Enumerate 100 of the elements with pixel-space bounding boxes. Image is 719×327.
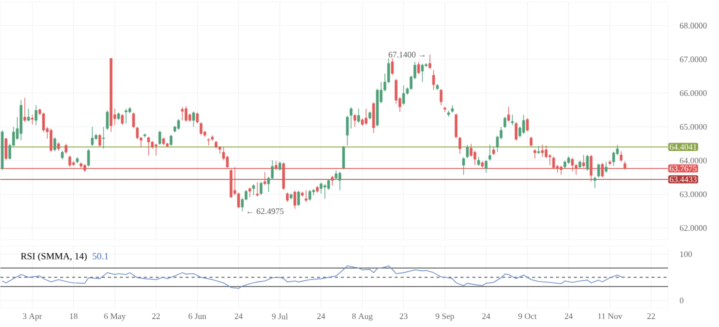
x-tick-label: 24 — [564, 313, 573, 320]
candlestick — [522, 114, 525, 134]
candlestick — [237, 192, 240, 209]
x-tick-label: 3 Apr — [22, 313, 42, 321]
candlestick — [526, 118, 529, 132]
candlestick — [263, 172, 266, 186]
ref-line-label: 64.4041 — [670, 144, 696, 150]
text: 50.1 — [92, 253, 108, 260]
candlestick — [417, 61, 420, 75]
text: RSI (SMMA, 14) — [20, 252, 87, 262]
candlestick — [428, 54, 432, 70]
candlestick — [458, 136, 462, 154]
candlestick — [297, 190, 300, 207]
candlestick — [353, 114, 356, 128]
candlestick — [180, 106, 184, 121]
candlestick — [338, 171, 342, 191]
candlestick — [147, 136, 150, 156]
x-tick-label: 24 — [482, 313, 490, 320]
candlestick — [53, 137, 56, 152]
candlestick — [260, 182, 262, 196]
candlestick — [50, 128, 52, 153]
candlestick — [192, 111, 195, 128]
candlestick — [42, 112, 45, 132]
y-tick-label: 65.0000 — [680, 124, 707, 130]
candlestick — [364, 108, 368, 126]
y-tick-label: 66.0000 — [680, 90, 707, 96]
candlestick — [102, 126, 105, 150]
candlestick — [120, 114, 124, 126]
candlestick — [544, 145, 548, 159]
candlestick — [391, 58, 394, 76]
candlestick — [248, 187, 252, 198]
candlestick — [323, 184, 326, 200]
candlestick — [252, 184, 255, 196]
candlestick — [470, 143, 472, 158]
candlestick — [541, 144, 544, 158]
x-tick-label: 9 Jul — [272, 313, 288, 320]
candlestick — [170, 134, 172, 146]
candlestick — [620, 150, 622, 162]
candlestick — [484, 160, 488, 174]
candlestick — [286, 192, 289, 203]
candlestick — [342, 145, 345, 170]
candlestick — [612, 151, 615, 166]
x-tick-label: 9 Sep — [436, 313, 454, 321]
y-tick-label: 67.0000 — [680, 56, 707, 62]
candlestick — [511, 114, 514, 126]
candlestick — [477, 156, 480, 166]
candlestick — [278, 161, 282, 172]
ref-line-label: 63.4433 — [670, 176, 697, 182]
x-tick-label: 23 — [400, 313, 408, 320]
x-tick-label: 18 — [70, 313, 78, 320]
candlestick — [90, 126, 94, 147]
x-tick-label: 22 — [152, 313, 160, 320]
annotation: ← 62.4975 — [248, 208, 284, 214]
candlestick — [504, 116, 506, 129]
annotation: 67.1400 → — [388, 52, 425, 58]
candlestick — [4, 138, 8, 161]
y-tick-label: 100 — [680, 251, 692, 258]
candlestick — [488, 144, 492, 162]
candlestick — [327, 178, 330, 190]
candlestick — [474, 150, 476, 166]
candlestick — [184, 106, 188, 122]
candlestick — [132, 112, 135, 129]
candlestick — [106, 110, 109, 130]
candlestick — [23, 98, 26, 123]
candlestick — [507, 106, 510, 122]
x-tick-label: 24 — [317, 313, 326, 320]
candlestick — [334, 170, 338, 180]
candlestick — [330, 176, 334, 186]
candlestick — [207, 138, 210, 146]
candlestick — [34, 104, 38, 126]
candlestick — [124, 108, 128, 124]
x-tick-label: 11 Nov — [598, 313, 622, 320]
y-tick-label: 62.0000 — [680, 225, 707, 232]
y-tick-label: 63.0000 — [680, 192, 707, 198]
candlestick — [597, 163, 600, 178]
x-tick-label: 24 — [234, 313, 243, 320]
y-tick-label: 0 — [680, 298, 684, 304]
candlestick — [394, 78, 398, 104]
candlestick — [308, 190, 312, 202]
y-tick-label: 68.0000 — [680, 22, 707, 29]
candlestick — [98, 134, 102, 148]
candlestick — [586, 154, 589, 172]
candlestick — [293, 190, 296, 210]
candlestick — [534, 148, 536, 159]
candlestick — [594, 176, 596, 189]
candlestick — [270, 160, 274, 180]
x-tick-label: 9 Oct — [518, 313, 537, 320]
candlestick — [514, 122, 518, 142]
line-series — [2, 265, 626, 289]
x-tick-label: 6 Jun — [188, 313, 206, 320]
candlestick — [64, 143, 68, 154]
y-tick-label: 64.0000 — [680, 158, 707, 164]
candlestick — [357, 108, 360, 124]
candlestick — [466, 144, 469, 159]
candlestick — [304, 190, 308, 203]
candlestick — [320, 182, 322, 194]
candlestick — [402, 85, 405, 106]
candlestick — [462, 156, 465, 176]
candlestick — [256, 182, 259, 197]
candlestick — [548, 154, 552, 166]
